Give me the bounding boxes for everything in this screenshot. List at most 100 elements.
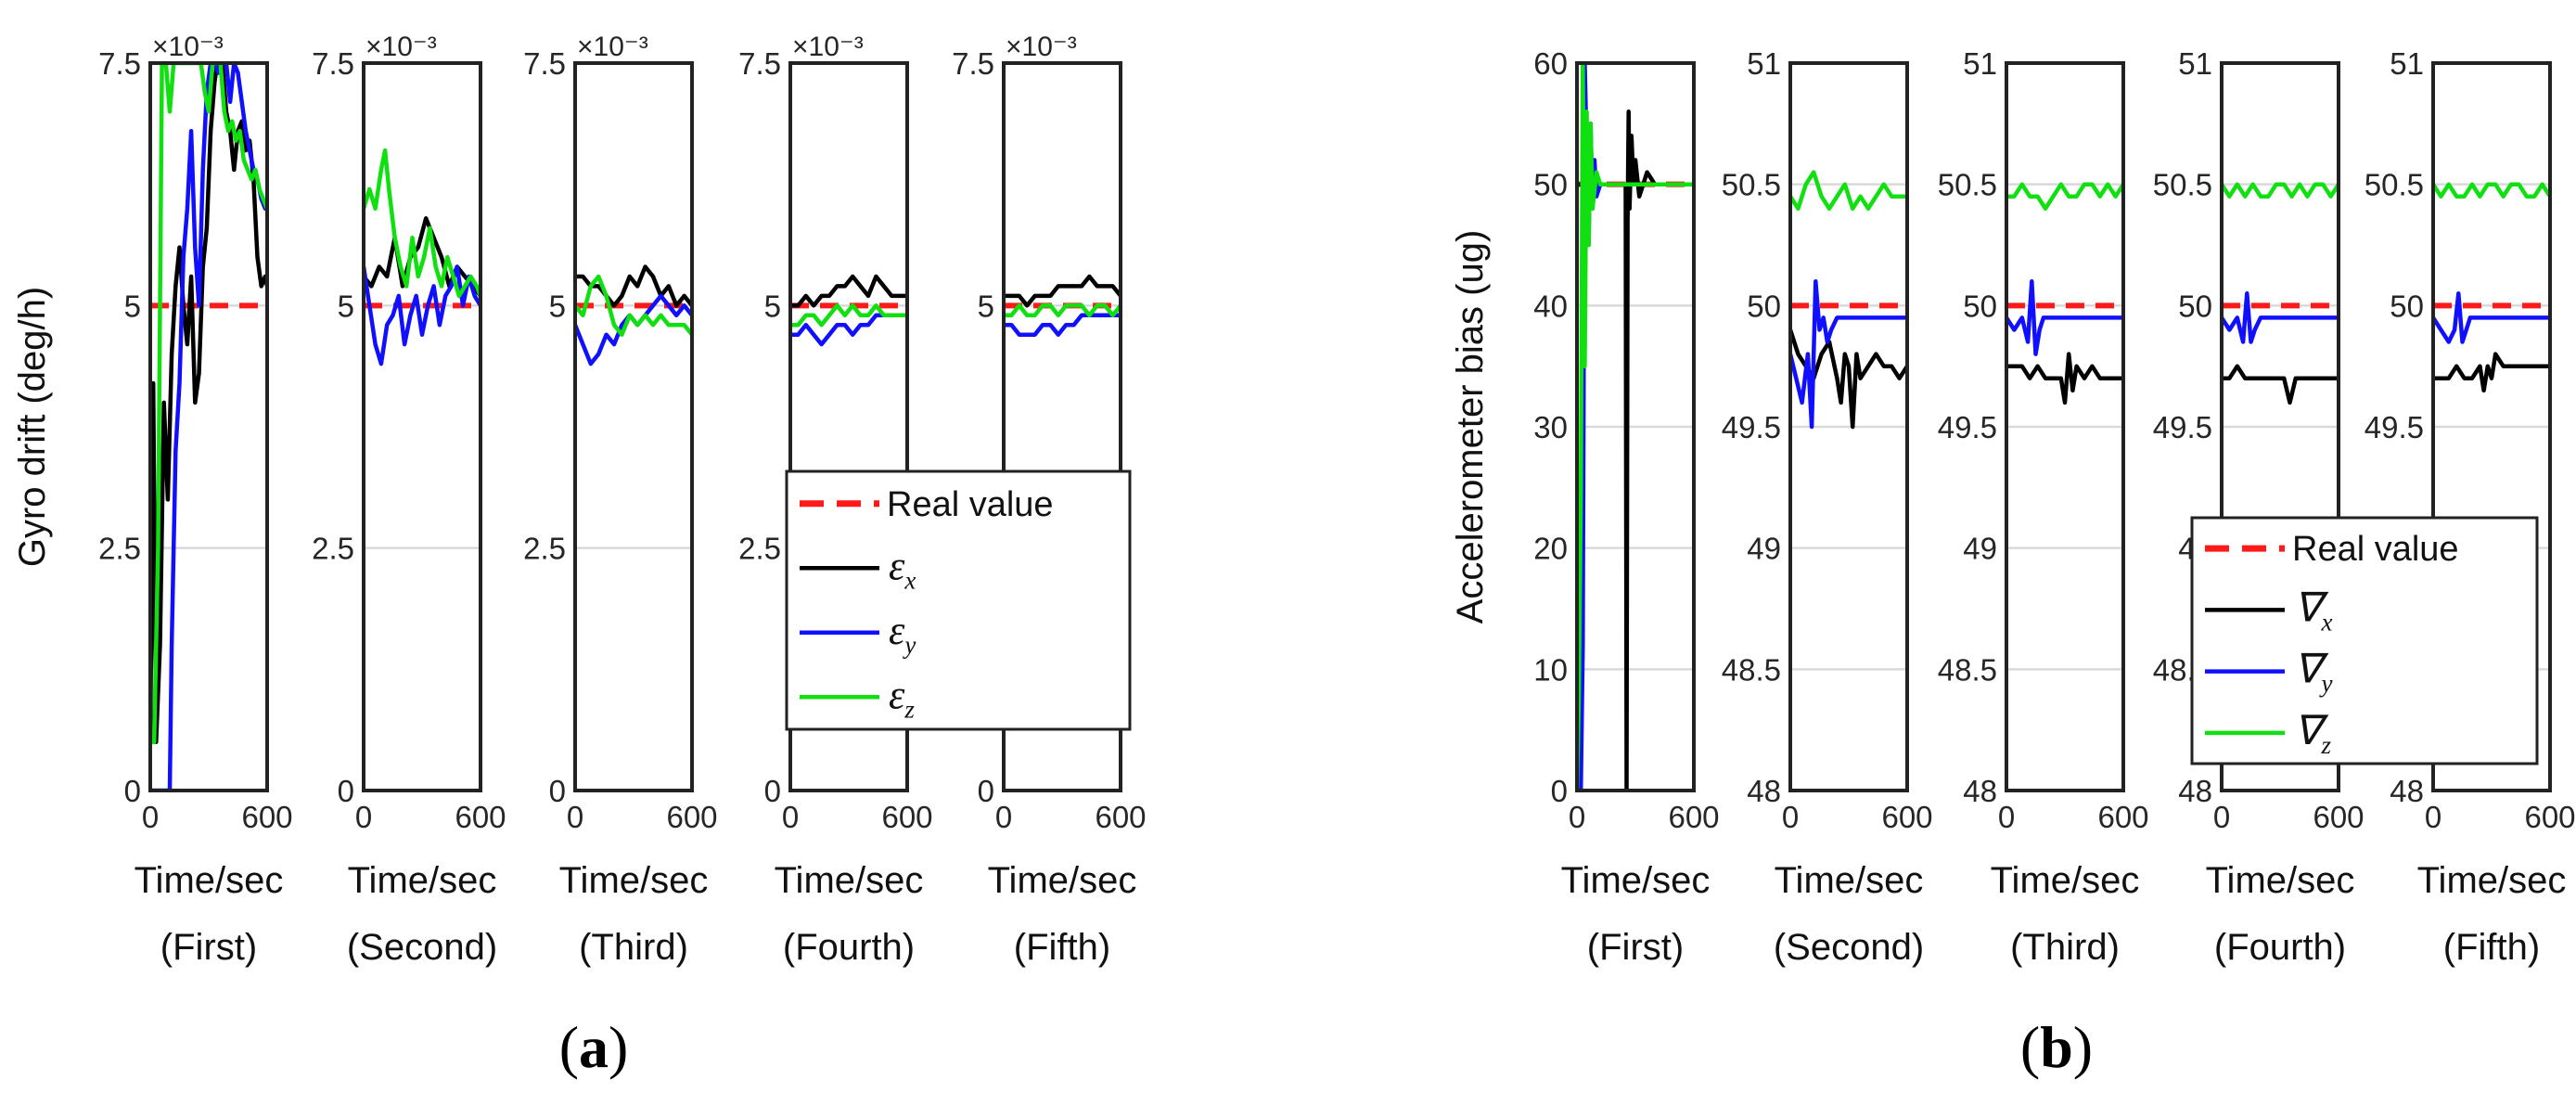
subplot-a-second: 0 2.5 5 7.5 0 600 ×10⁻³ Time/sec (Second) xyxy=(312,32,506,968)
y-tick-label: 48.5 xyxy=(1722,652,1781,687)
x-tick-label: 600 xyxy=(241,800,292,834)
x-axis-label: Time/sec xyxy=(1775,860,1924,901)
x-tick-label: 0 xyxy=(1998,800,2015,834)
y-tick-label: 49 xyxy=(1747,532,1781,566)
subplot-caption: (First) xyxy=(1587,927,1684,968)
axes-frame xyxy=(573,61,694,792)
y-tick-label: 7.5 xyxy=(952,46,994,81)
subplot-a-fourth: 0 2.5 5 7.5 0 600 ×10⁻³ Time/sec (Fourth) xyxy=(738,32,932,968)
plots-layer: 02.557.50 600×10⁻³Time/sec(First)02.557.5… xyxy=(12,32,2576,968)
y-tick-label: 51 xyxy=(1963,46,1997,81)
series-line-∇y xyxy=(2222,291,2339,344)
series-line-εz xyxy=(1004,303,1121,318)
x-axis-label: Time/sec xyxy=(348,860,497,901)
series-line-∇x xyxy=(2006,352,2123,405)
series-line-∇x xyxy=(2222,364,2339,405)
y-tick-label: 48 xyxy=(2178,774,2212,808)
x-tick-label: 0 xyxy=(995,800,1012,834)
y-axis-label: Accelerometer bias (ug) xyxy=(1450,230,1491,624)
axes-frame xyxy=(788,61,909,792)
y-tick-label: 0 xyxy=(978,774,994,808)
x-tick-label: 600 xyxy=(2097,800,2148,834)
subplot-caption: (Third) xyxy=(2010,927,2120,968)
x-tick-label: 600 xyxy=(881,800,932,834)
y-tick-label: 50.5 xyxy=(1722,168,1781,202)
legend: Real value∇x∇y∇z xyxy=(2190,516,2539,765)
subplot-caption: (Fourth) xyxy=(783,927,915,968)
y-tick-label: 49.5 xyxy=(2153,410,2212,444)
x-axis-label: Time/sec xyxy=(775,860,924,901)
series-line-∇y xyxy=(1790,278,1907,430)
y-tick-label: 49 xyxy=(1963,532,1997,566)
y-exponent-label: ×10⁻³ xyxy=(1006,32,1077,62)
series-line-∇x xyxy=(1577,109,1694,791)
series-line-εz xyxy=(790,303,907,328)
axes-frame xyxy=(2431,61,2552,792)
series-line-εy xyxy=(790,313,907,347)
y-tick-label: 49.5 xyxy=(2365,410,2424,444)
x-tick-label: 0 xyxy=(2213,800,2230,834)
series-line-εx xyxy=(1004,274,1121,308)
axes-frame xyxy=(362,61,482,792)
subplot-b-third: 48 48.5 49 49.5 50 50.5 51 0 600 Time/sec (Third) xyxy=(1938,46,2149,968)
subplot-a-third: 0 2.5 5 7.5 0 600 ×10⁻³ Time/sec (Third) xyxy=(523,32,717,968)
x-tick-label: 600 xyxy=(2524,800,2575,834)
series-line-εz xyxy=(575,274,692,337)
y-tick-label: 2.5 xyxy=(312,532,354,566)
y-tick-label: 48 xyxy=(2390,774,2424,808)
x-tick-label: 0 xyxy=(142,800,159,834)
x-tick-label: 600 xyxy=(1668,800,1719,834)
subplot-a-first: 0 2.5 5 7.5 0 600 ×10⁻³ Time/sec (First) xyxy=(98,32,292,968)
panel-label-b: (b) xyxy=(2020,1014,2093,1080)
x-tick-label: 600 xyxy=(2313,800,2364,834)
panel-label-a: (a) xyxy=(559,1014,629,1080)
series-line-εx xyxy=(364,216,481,298)
subplot-caption: (Second) xyxy=(1774,927,1924,968)
y-tick-label: 49.5 xyxy=(1938,410,1997,444)
x-tick-label: 0 xyxy=(1569,800,1585,834)
y-tick-label: 50 xyxy=(1533,168,1568,202)
x-tick-label: 600 xyxy=(1881,800,1932,834)
x-tick-label: 600 xyxy=(1095,800,1146,834)
x-tick-label: 0 xyxy=(355,800,372,834)
y-tick-label: 0 xyxy=(764,774,781,808)
y-tick-label: 2.5 xyxy=(523,532,566,566)
y-tick-label: 0 xyxy=(124,774,141,808)
y-tick-label: 0 xyxy=(1551,774,1568,808)
legend-label: ∇z xyxy=(2294,708,2331,759)
y-tick-label: 50 xyxy=(1963,289,1997,323)
x-axis-label: Time/sec xyxy=(2417,860,2567,901)
y-tick-label: 40 xyxy=(1533,289,1568,323)
legend-label: Real value xyxy=(2292,530,2459,569)
subplot-caption: (Third) xyxy=(579,927,688,968)
series-line-εy xyxy=(364,264,481,366)
x-tick-label: 600 xyxy=(666,800,717,834)
x-axis-label: Time/sec xyxy=(559,860,709,901)
y-tick-label: 50 xyxy=(1747,289,1781,323)
y-tick-label: 50 xyxy=(2178,289,2212,323)
y-tick-label: 7.5 xyxy=(523,46,566,81)
x-tick-label: 600 xyxy=(455,800,506,834)
x-tick-label: 0 xyxy=(782,800,799,834)
x-axis-label: Time/sec xyxy=(135,860,284,901)
y-tick-label: 2.5 xyxy=(98,532,141,566)
axes-frame xyxy=(1788,61,1909,792)
y-tick-label: 5 xyxy=(549,289,566,323)
y-exponent-label: ×10⁻³ xyxy=(577,32,648,62)
y-tick-label: 7.5 xyxy=(312,46,354,81)
axes-frame xyxy=(1002,61,1122,792)
series-line-εy xyxy=(1004,313,1121,337)
y-tick-label: 30 xyxy=(1533,410,1568,444)
subplot-caption: (Second) xyxy=(347,927,497,968)
series-line-εz xyxy=(364,148,481,299)
y-tick-label: 0 xyxy=(338,774,354,808)
y-exponent-label: ×10⁻³ xyxy=(792,32,864,62)
axes-frame xyxy=(2220,61,2340,792)
